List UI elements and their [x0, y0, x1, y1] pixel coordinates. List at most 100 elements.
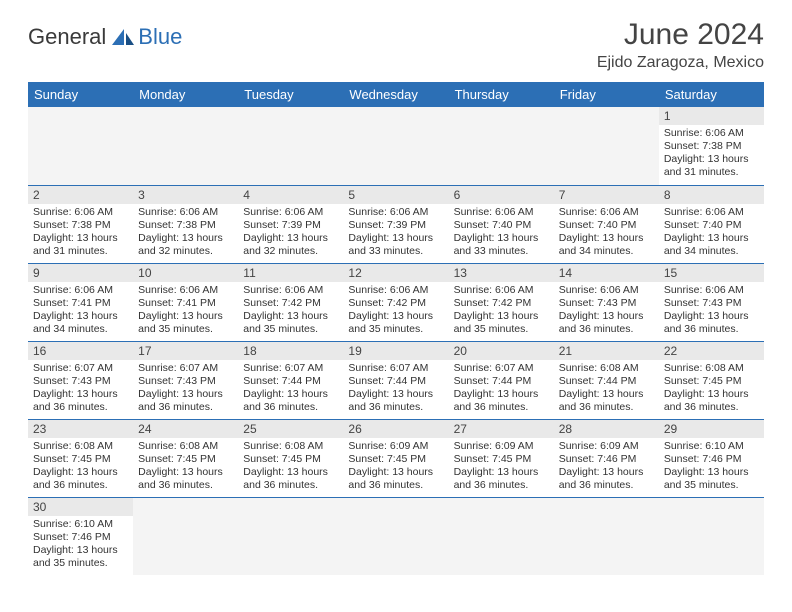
day-number: 18 — [238, 342, 343, 360]
day-details: Sunrise: 6:07 AMSunset: 7:44 PMDaylight:… — [238, 360, 343, 418]
empty-day — [343, 107, 448, 185]
day-cell: 1Sunrise: 6:06 AMSunset: 7:38 PMDaylight… — [659, 107, 764, 185]
day-cell: 9Sunrise: 6:06 AMSunset: 7:41 PMDaylight… — [28, 264, 133, 341]
calendar-row: 9Sunrise: 6:06 AMSunset: 7:41 PMDaylight… — [28, 263, 764, 341]
day-details: Sunrise: 6:06 AMSunset: 7:38 PMDaylight:… — [28, 204, 133, 262]
empty-day — [238, 107, 343, 185]
weekday-thursday: Thursday — [449, 82, 554, 107]
calendar-cell: 28Sunrise: 6:09 AMSunset: 7:46 PMDayligh… — [554, 419, 659, 497]
day-number: 6 — [449, 186, 554, 204]
calendar-cell: 10Sunrise: 6:06 AMSunset: 7:41 PMDayligh… — [133, 263, 238, 341]
calendar-cell: 24Sunrise: 6:08 AMSunset: 7:45 PMDayligh… — [133, 419, 238, 497]
calendar-cell: 6Sunrise: 6:06 AMSunset: 7:40 PMDaylight… — [449, 185, 554, 263]
day-number: 10 — [133, 264, 238, 282]
empty-day — [449, 498, 554, 576]
day-number: 28 — [554, 420, 659, 438]
empty-day — [238, 498, 343, 576]
day-number: 13 — [449, 264, 554, 282]
calendar-cell: 18Sunrise: 6:07 AMSunset: 7:44 PMDayligh… — [238, 341, 343, 419]
calendar-cell: 5Sunrise: 6:06 AMSunset: 7:39 PMDaylight… — [343, 185, 448, 263]
day-number: 4 — [238, 186, 343, 204]
weekday-sunday: Sunday — [28, 82, 133, 107]
day-details: Sunrise: 6:06 AMSunset: 7:42 PMDaylight:… — [449, 282, 554, 340]
day-number: 1 — [659, 107, 764, 125]
calendar-cell: 27Sunrise: 6:09 AMSunset: 7:45 PMDayligh… — [449, 419, 554, 497]
calendar-cell — [133, 497, 238, 575]
day-cell: 18Sunrise: 6:07 AMSunset: 7:44 PMDayligh… — [238, 342, 343, 419]
calendar-cell — [238, 497, 343, 575]
calendar-cell — [554, 107, 659, 185]
calendar-cell — [343, 107, 448, 185]
day-details: Sunrise: 6:08 AMSunset: 7:45 PMDaylight:… — [133, 438, 238, 496]
empty-day — [133, 107, 238, 185]
day-number: 22 — [659, 342, 764, 360]
empty-day — [28, 107, 133, 185]
day-cell: 24Sunrise: 6:08 AMSunset: 7:45 PMDayligh… — [133, 420, 238, 497]
day-number: 12 — [343, 264, 448, 282]
day-cell: 26Sunrise: 6:09 AMSunset: 7:45 PMDayligh… — [343, 420, 448, 497]
day-cell: 25Sunrise: 6:08 AMSunset: 7:45 PMDayligh… — [238, 420, 343, 497]
day-details: Sunrise: 6:08 AMSunset: 7:45 PMDaylight:… — [659, 360, 764, 418]
day-number: 2 — [28, 186, 133, 204]
day-details: Sunrise: 6:06 AMSunset: 7:42 PMDaylight:… — [343, 282, 448, 340]
calendar-row: 23Sunrise: 6:08 AMSunset: 7:45 PMDayligh… — [28, 419, 764, 497]
day-details: Sunrise: 6:08 AMSunset: 7:45 PMDaylight:… — [28, 438, 133, 496]
day-cell: 12Sunrise: 6:06 AMSunset: 7:42 PMDayligh… — [343, 264, 448, 341]
calendar-cell: 14Sunrise: 6:06 AMSunset: 7:43 PMDayligh… — [554, 263, 659, 341]
page-title: June 2024 — [597, 18, 764, 52]
calendar-cell: 20Sunrise: 6:07 AMSunset: 7:44 PMDayligh… — [449, 341, 554, 419]
day-number: 7 — [554, 186, 659, 204]
weekday-saturday: Saturday — [659, 82, 764, 107]
calendar-cell: 30Sunrise: 6:10 AMSunset: 7:46 PMDayligh… — [28, 497, 133, 575]
day-number: 21 — [554, 342, 659, 360]
calendar-cell: 26Sunrise: 6:09 AMSunset: 7:45 PMDayligh… — [343, 419, 448, 497]
calendar-cell — [554, 497, 659, 575]
calendar-cell: 16Sunrise: 6:07 AMSunset: 7:43 PMDayligh… — [28, 341, 133, 419]
empty-day — [554, 107, 659, 185]
day-details: Sunrise: 6:09 AMSunset: 7:46 PMDaylight:… — [554, 438, 659, 496]
weekday-monday: Monday — [133, 82, 238, 107]
empty-day — [659, 498, 764, 576]
weekday-header-row: Sunday Monday Tuesday Wednesday Thursday… — [28, 82, 764, 107]
calendar-cell — [238, 107, 343, 185]
day-cell: 19Sunrise: 6:07 AMSunset: 7:44 PMDayligh… — [343, 342, 448, 419]
title-block: June 2024 Ejido Zaragoza, Mexico — [597, 18, 764, 72]
calendar-cell: 15Sunrise: 6:06 AMSunset: 7:43 PMDayligh… — [659, 263, 764, 341]
calendar-cell — [28, 107, 133, 185]
calendar-cell: 19Sunrise: 6:07 AMSunset: 7:44 PMDayligh… — [343, 341, 448, 419]
calendar-table: Sunday Monday Tuesday Wednesday Thursday… — [28, 82, 764, 575]
day-cell: 13Sunrise: 6:06 AMSunset: 7:42 PMDayligh… — [449, 264, 554, 341]
day-number: 16 — [28, 342, 133, 360]
empty-day — [554, 498, 659, 576]
calendar-cell: 9Sunrise: 6:06 AMSunset: 7:41 PMDaylight… — [28, 263, 133, 341]
calendar-cell: 12Sunrise: 6:06 AMSunset: 7:42 PMDayligh… — [343, 263, 448, 341]
day-number: 5 — [343, 186, 448, 204]
day-details: Sunrise: 6:06 AMSunset: 7:40 PMDaylight:… — [659, 204, 764, 262]
day-cell: 8Sunrise: 6:06 AMSunset: 7:40 PMDaylight… — [659, 186, 764, 263]
day-cell: 30Sunrise: 6:10 AMSunset: 7:46 PMDayligh… — [28, 498, 133, 576]
calendar-cell: 1Sunrise: 6:06 AMSunset: 7:38 PMDaylight… — [659, 107, 764, 185]
day-cell: 3Sunrise: 6:06 AMSunset: 7:38 PMDaylight… — [133, 186, 238, 263]
calendar-cell: 23Sunrise: 6:08 AMSunset: 7:45 PMDayligh… — [28, 419, 133, 497]
calendar-cell — [133, 107, 238, 185]
day-details: Sunrise: 6:06 AMSunset: 7:43 PMDaylight:… — [659, 282, 764, 340]
logo-text-blue: Blue — [138, 24, 182, 50]
calendar-cell: 7Sunrise: 6:06 AMSunset: 7:40 PMDaylight… — [554, 185, 659, 263]
day-cell: 5Sunrise: 6:06 AMSunset: 7:39 PMDaylight… — [343, 186, 448, 263]
day-number: 9 — [28, 264, 133, 282]
day-number: 26 — [343, 420, 448, 438]
calendar-cell — [449, 497, 554, 575]
day-details: Sunrise: 6:06 AMSunset: 7:39 PMDaylight:… — [343, 204, 448, 262]
calendar-cell: 17Sunrise: 6:07 AMSunset: 7:43 PMDayligh… — [133, 341, 238, 419]
day-details: Sunrise: 6:10 AMSunset: 7:46 PMDaylight:… — [28, 516, 133, 574]
calendar-cell: 21Sunrise: 6:08 AMSunset: 7:44 PMDayligh… — [554, 341, 659, 419]
calendar-cell: 29Sunrise: 6:10 AMSunset: 7:46 PMDayligh… — [659, 419, 764, 497]
day-cell: 22Sunrise: 6:08 AMSunset: 7:45 PMDayligh… — [659, 342, 764, 419]
day-details: Sunrise: 6:06 AMSunset: 7:38 PMDaylight:… — [659, 125, 764, 183]
day-details: Sunrise: 6:09 AMSunset: 7:45 PMDaylight:… — [343, 438, 448, 496]
calendar-cell: 13Sunrise: 6:06 AMSunset: 7:42 PMDayligh… — [449, 263, 554, 341]
day-details: Sunrise: 6:06 AMSunset: 7:43 PMDaylight:… — [554, 282, 659, 340]
day-cell: 11Sunrise: 6:06 AMSunset: 7:42 PMDayligh… — [238, 264, 343, 341]
day-details: Sunrise: 6:10 AMSunset: 7:46 PMDaylight:… — [659, 438, 764, 496]
calendar-cell — [659, 497, 764, 575]
